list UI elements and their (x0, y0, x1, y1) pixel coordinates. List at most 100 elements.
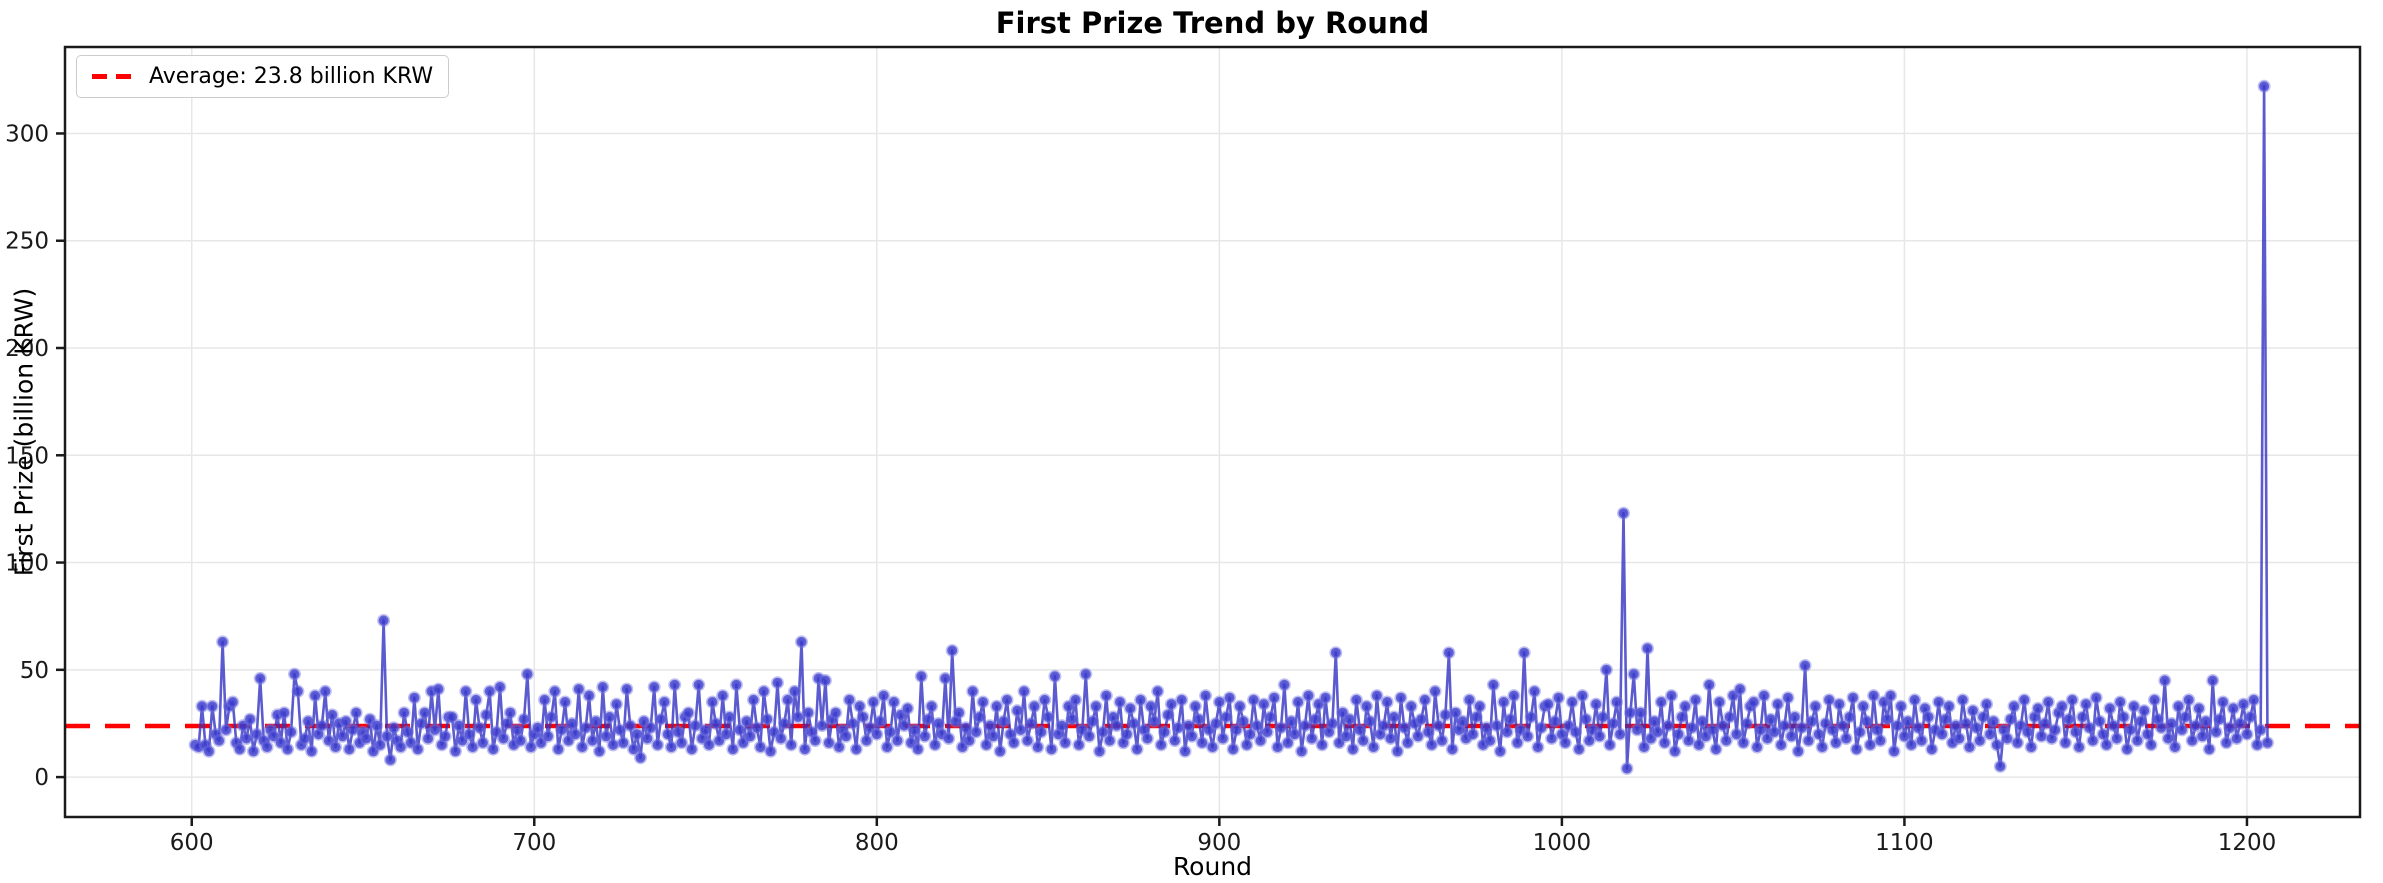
data-point (1490, 719, 1504, 733)
data-point (791, 710, 805, 724)
data-point (503, 706, 517, 720)
data-point (1959, 717, 1973, 730)
data-point (2195, 729, 2209, 743)
data-point (2216, 695, 2230, 709)
data-point (1079, 667, 1093, 681)
data-point (407, 691, 421, 705)
data-point (2206, 674, 2220, 687)
data-point (2021, 725, 2035, 739)
data-point (1192, 712, 1206, 726)
data-point (1723, 710, 1737, 724)
data-point (586, 734, 599, 748)
data-point (685, 742, 699, 756)
data-point (2089, 691, 2103, 705)
data-point (1915, 734, 1929, 748)
data-point (1069, 693, 1082, 707)
data-point (1870, 723, 1884, 737)
data-point (301, 714, 315, 728)
data-point (692, 678, 706, 692)
data-point (1846, 691, 1860, 705)
data-point (565, 717, 579, 730)
data-point (1685, 721, 1699, 735)
data-point (2219, 736, 2233, 750)
data-point (397, 706, 411, 720)
data-point (1606, 717, 1620, 730)
data-point (1456, 714, 1470, 728)
data-point (675, 736, 689, 750)
data-point (1391, 744, 1404, 758)
data-point (1586, 723, 1600, 737)
data-point (1719, 734, 1733, 748)
data-point (945, 644, 959, 657)
data-point (1072, 738, 1086, 752)
data-point (589, 714, 603, 728)
data-point (1713, 695, 1726, 709)
data-point (1651, 725, 1665, 739)
data-point (2103, 701, 2117, 715)
data-point (1815, 740, 1829, 754)
data-point (1017, 684, 1031, 698)
data-point (277, 706, 291, 720)
data-point (1257, 697, 1271, 711)
data-point (671, 725, 685, 739)
data-point (1678, 699, 1692, 713)
data-point (1038, 693, 1052, 707)
x-tick-label: 1100 (1875, 830, 1934, 856)
data-point (1613, 727, 1627, 741)
data-point (490, 725, 504, 739)
data-point (1247, 693, 1261, 707)
data-point (1856, 699, 1870, 713)
data-point (894, 708, 908, 722)
data-point (1706, 723, 1720, 737)
data-point (1041, 710, 1055, 724)
data-point (1219, 710, 1233, 724)
data-point (1901, 714, 1915, 728)
y-axis-label: First Prize (billion KRW) (9, 287, 39, 577)
data-point (938, 671, 952, 685)
data-point (784, 738, 798, 752)
data-point (1291, 695, 1305, 709)
data-point (1784, 729, 1798, 743)
data-point (291, 684, 305, 698)
data-point (760, 712, 774, 726)
data-point (1579, 712, 1593, 726)
data-point (1510, 736, 1524, 750)
data-point (1493, 744, 1507, 758)
data-point (1058, 736, 1072, 750)
data-point (1661, 719, 1675, 733)
data-point (1370, 689, 1384, 703)
data-point (240, 732, 253, 745)
data-point (1952, 732, 1966, 745)
y-tick-label: 300 (5, 121, 49, 147)
data-point (733, 723, 747, 737)
data-point (757, 684, 771, 698)
data-point (1329, 646, 1343, 660)
data-point (1829, 736, 1843, 750)
data-point (246, 744, 260, 758)
data-point (2240, 727, 2254, 741)
data-point (952, 706, 966, 720)
data-point (709, 717, 723, 730)
data-point (544, 710, 558, 724)
data-point (1349, 693, 1363, 707)
data-point (2161, 732, 2175, 745)
data-point (1990, 738, 2004, 752)
data-point (914, 669, 928, 683)
data-point (2011, 736, 2024, 750)
data-point (517, 712, 531, 726)
data-point (531, 721, 545, 735)
data-point (1798, 659, 1812, 672)
data-point (2226, 701, 2240, 715)
data-point (568, 727, 582, 741)
data-point (1161, 708, 1175, 722)
data-point (541, 729, 555, 743)
data-point (1630, 723, 1644, 737)
data-point (1774, 738, 1788, 752)
data-point (383, 753, 397, 767)
data-point (2209, 725, 2223, 739)
data-point (1877, 695, 1891, 709)
data-point (2058, 736, 2072, 750)
data-point (1127, 717, 1141, 730)
data-point (925, 699, 939, 713)
data-point (195, 699, 209, 713)
